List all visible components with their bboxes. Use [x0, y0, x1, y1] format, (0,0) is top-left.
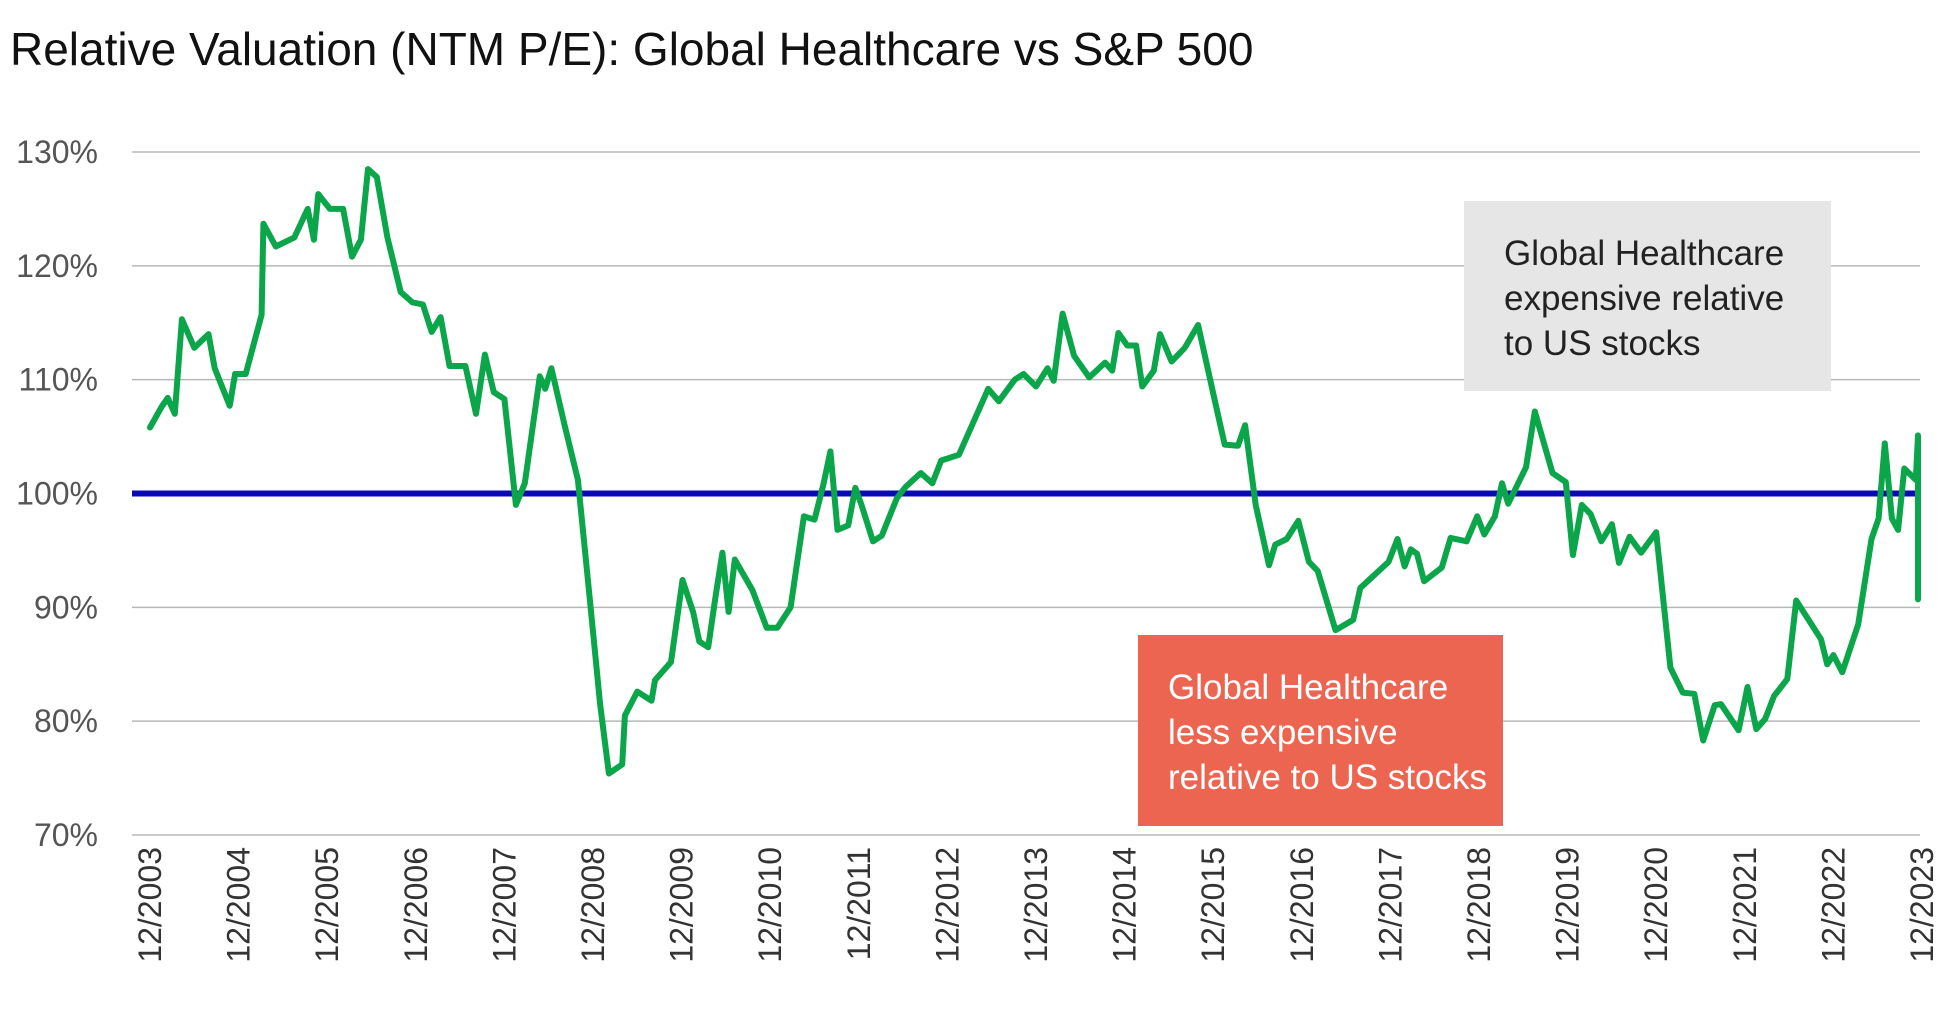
y-tick-label: 80% — [34, 703, 98, 739]
x-tick-label: 12/2012 — [929, 847, 965, 963]
x-tick-label: 12/2009 — [664, 847, 700, 963]
annotation-high-line-3: to US stocks — [1504, 324, 1701, 363]
x-axis-ticks: 12/2003 12/2004 12/2005 12/2006 12/2007 12/20… — [132, 847, 1938, 963]
x-tick-label: 12/2020 — [1638, 847, 1674, 963]
x-tick-label: 12/2003 — [132, 847, 168, 963]
annotation-box-expensive: Global Healthcare expensive relative to … — [1464, 201, 1831, 391]
annotation-low-line-2: less expensive — [1168, 713, 1398, 752]
annotation-low-line-1: Global Healthcare — [1168, 668, 1449, 707]
x-tick-label: 12/2021 — [1727, 847, 1763, 963]
x-tick-label: 12/2015 — [1195, 847, 1231, 963]
y-tick-label: 120% — [16, 248, 98, 284]
y-tick-label: 130% — [16, 134, 98, 170]
y-tick-label: 70% — [34, 817, 98, 853]
x-tick-label: 12/2019 — [1550, 847, 1586, 963]
x-tick-label: 12/2006 — [398, 847, 434, 963]
annotation-box-less-expensive: Global Healthcare less expensive relativ… — [1138, 635, 1503, 826]
x-tick-label: 12/2007 — [486, 847, 522, 963]
x-tick-label: 12/2018 — [1461, 847, 1497, 963]
x-tick-label: 12/2016 — [1284, 847, 1320, 963]
x-tick-label: 12/2014 — [1107, 847, 1143, 963]
y-tick-label: 90% — [34, 589, 98, 625]
y-tick-label: 100% — [16, 476, 98, 512]
x-tick-label: 12/2011 — [841, 847, 877, 960]
x-tick-label: 12/2004 — [221, 847, 257, 963]
x-tick-label: 12/2008 — [575, 847, 611, 963]
annotation-low-line-3: relative to US stocks — [1168, 758, 1487, 797]
x-tick-label: 12/2022 — [1815, 847, 1851, 963]
y-tick-label: 110% — [19, 362, 98, 398]
x-tick-label: 12/2023 — [1904, 847, 1938, 963]
x-tick-label: 12/2005 — [309, 847, 345, 963]
series-line-relative-pe — [147, 166, 1921, 777]
x-tick-label: 12/2013 — [1018, 847, 1054, 963]
y-axis-ticks: 130% 120% 110% 100% 90% 80% 70% — [16, 134, 98, 853]
x-tick-label: 12/2017 — [1372, 847, 1408, 963]
x-tick-label: 12/2010 — [752, 847, 788, 963]
annotation-high-line-2: expensive relative — [1504, 279, 1785, 318]
chart-title: Relative Valuation (NTM P/E): Global Hea… — [10, 23, 1254, 75]
annotation-high-line-1: Global Healthcare — [1504, 234, 1785, 273]
